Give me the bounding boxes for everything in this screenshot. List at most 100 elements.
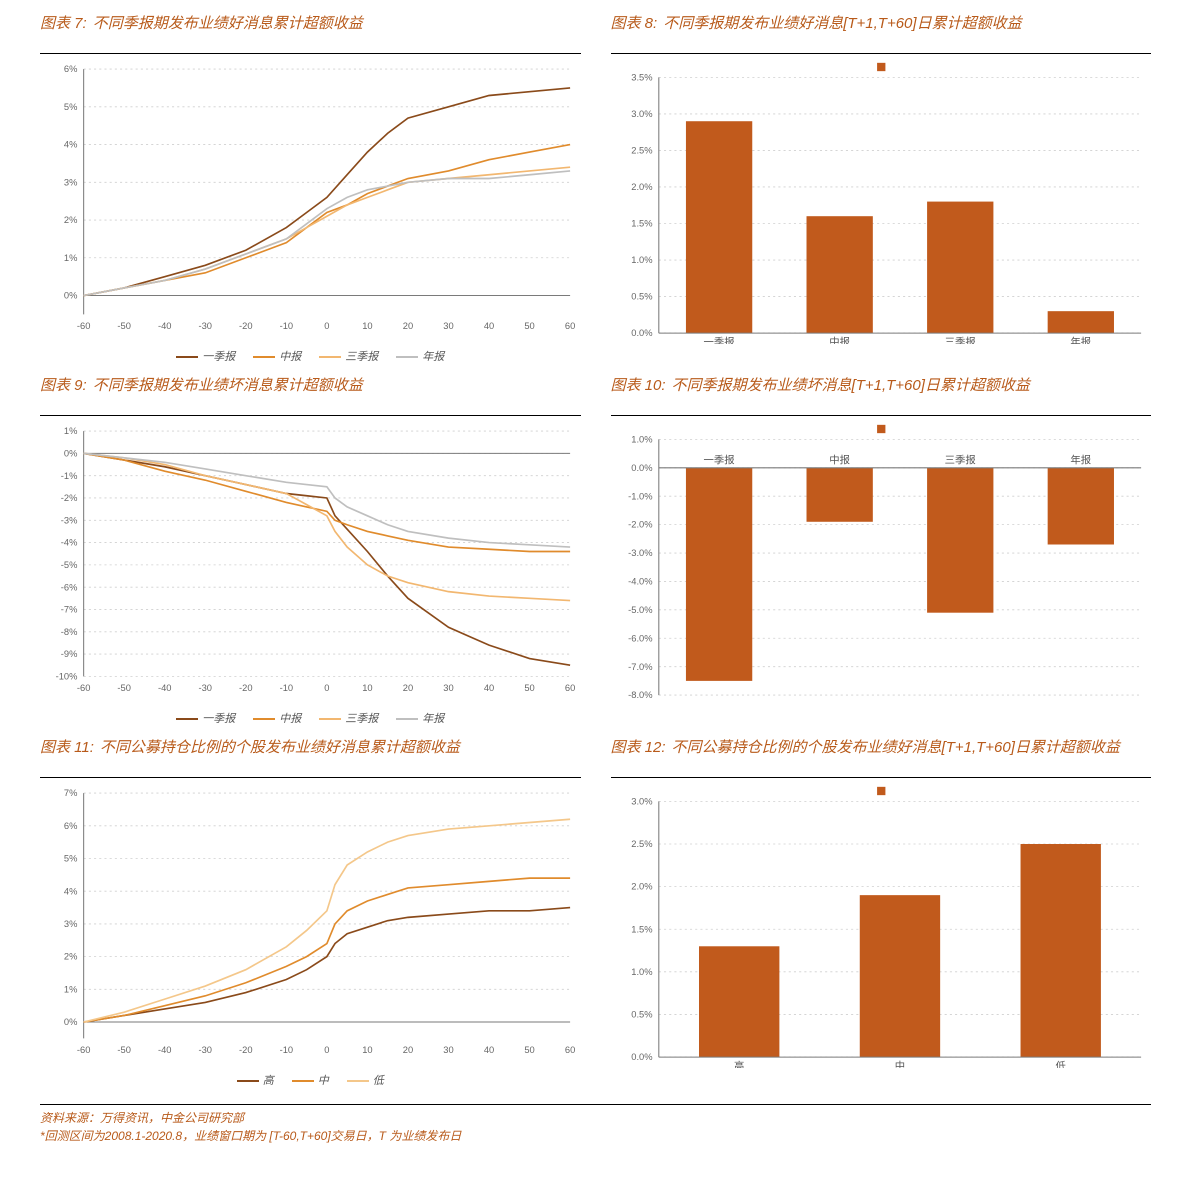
bar xyxy=(699,946,779,1057)
svg-text:-6%: -6% xyxy=(61,582,78,592)
svg-text:1.5%: 1.5% xyxy=(631,924,652,934)
svg-text:40: 40 xyxy=(484,683,494,693)
svg-text:0.5%: 0.5% xyxy=(631,292,652,302)
svg-text:0.5%: 0.5% xyxy=(631,1010,652,1020)
svg-text:一季报: 一季报 xyxy=(703,454,734,467)
plot-area: 0.0%0.5%1.0%1.5%2.0%2.5%3.0%3.5%一季报中报三季报… xyxy=(611,54,1152,344)
chart-grid: 图表 7:不同季报期发布业绩好消息累计超额收益0%1%2%3%4%5%6%-60… xyxy=(40,10,1151,1090)
series-line xyxy=(84,908,570,1022)
plot-area: -10%-9%-8%-7%-6%-5%-4%-3%-2%-1%0%1%-60-5… xyxy=(40,416,581,706)
svg-text:2.5%: 2.5% xyxy=(631,839,652,849)
svg-text:中报: 中报 xyxy=(829,454,850,467)
legend-item: 中 xyxy=(292,1072,329,1088)
svg-text:50: 50 xyxy=(524,321,534,331)
svg-text:-50: -50 xyxy=(117,683,131,693)
svg-text:60: 60 xyxy=(565,1045,575,1055)
svg-text:-8.0%: -8.0% xyxy=(628,690,652,700)
svg-text:2.5%: 2.5% xyxy=(631,146,652,156)
svg-text:-50: -50 xyxy=(117,1045,131,1055)
svg-text:10: 10 xyxy=(362,683,372,693)
svg-text:3%: 3% xyxy=(64,177,78,187)
bar-chart: 0.0%0.5%1.0%1.5%2.0%2.5%3.0%3.5%一季报中报三季报… xyxy=(611,54,1152,344)
line-chart: 0%1%2%3%4%5%6%-60-50-40-30-20-1001020304… xyxy=(40,54,581,344)
footer-note: *回测区间为2008.1-2020.8，业绩窗口期为 [T-60,T+60]交易… xyxy=(40,1127,1151,1145)
svg-text:3%: 3% xyxy=(64,919,78,929)
chart-cell-c11: 图表 11:不同公募持仓比例的个股发布业绩好消息累计超额收益0%1%2%3%4%… xyxy=(40,734,581,1090)
svg-text:-6.0%: -6.0% xyxy=(628,633,652,643)
legend-item: 年报 xyxy=(396,710,444,726)
svg-text:3.5%: 3.5% xyxy=(631,73,652,83)
svg-text:1%: 1% xyxy=(64,253,78,263)
svg-text:-40: -40 xyxy=(158,321,172,331)
svg-text:-3%: -3% xyxy=(61,515,78,525)
svg-text:-1.0%: -1.0% xyxy=(628,491,652,501)
svg-text:-10: -10 xyxy=(280,683,294,693)
legend-item: 中报 xyxy=(253,348,301,364)
footer-block: 资料来源：万得资讯，中金公司研究部 *回测区间为2008.1-2020.8，业绩… xyxy=(40,1104,1151,1145)
svg-text:-60: -60 xyxy=(77,1045,91,1055)
svg-text:1.0%: 1.0% xyxy=(631,435,652,445)
svg-text:30: 30 xyxy=(443,321,453,331)
bar xyxy=(1047,311,1113,333)
legend-item: 三季报 xyxy=(319,710,378,726)
series-line xyxy=(84,453,570,551)
chart-title: 图表 9:不同季报期发布业绩坏消息累计超额收益 xyxy=(40,372,581,416)
line-chart: 0%1%2%3%4%5%6%7%-60-50-40-30-20-10010203… xyxy=(40,778,581,1068)
svg-text:20: 20 xyxy=(403,1045,413,1055)
svg-text:中: 中 xyxy=(894,1060,904,1068)
bar-chart: -8.0%-7.0%-6.0%-5.0%-4.0%-3.0%-2.0%-1.0%… xyxy=(611,416,1152,706)
legend-item: 一季报 xyxy=(176,348,235,364)
plot-area: -8.0%-7.0%-6.0%-5.0%-4.0%-3.0%-2.0%-1.0%… xyxy=(611,416,1152,706)
svg-text:三季报: 三季报 xyxy=(944,454,975,467)
legend-item: 高 xyxy=(237,1072,274,1088)
svg-text:0: 0 xyxy=(324,321,329,331)
svg-text:三季报: 三季报 xyxy=(944,336,975,344)
series-line xyxy=(84,453,570,665)
svg-text:30: 30 xyxy=(443,683,453,693)
chart-cell-c9: 图表 9:不同季报期发布业绩坏消息累计超额收益-10%-9%-8%-7%-6%-… xyxy=(40,372,581,728)
legend: 高中低 xyxy=(40,1068,581,1090)
svg-text:-40: -40 xyxy=(158,1045,172,1055)
svg-text:2%: 2% xyxy=(64,215,78,225)
svg-text:-60: -60 xyxy=(77,321,91,331)
svg-text:4%: 4% xyxy=(64,140,78,150)
svg-text:0%: 0% xyxy=(64,1017,78,1027)
svg-text:5%: 5% xyxy=(64,102,78,112)
svg-text:中报: 中报 xyxy=(829,336,850,344)
chart-cell-c7: 图表 7:不同季报期发布业绩好消息累计超额收益0%1%2%3%4%5%6%-60… xyxy=(40,10,581,366)
svg-text:-10: -10 xyxy=(280,1045,294,1055)
series-line xyxy=(84,819,570,1022)
bar xyxy=(685,121,751,333)
svg-text:-4%: -4% xyxy=(61,538,78,548)
bar xyxy=(859,895,939,1057)
plot-area: 0.0%0.5%1.0%1.5%2.0%2.5%3.0%高中低 xyxy=(611,778,1152,1068)
bar xyxy=(1020,844,1100,1057)
svg-text:0.0%: 0.0% xyxy=(631,1052,652,1062)
svg-text:1.0%: 1.0% xyxy=(631,255,652,265)
footer-source: 资料来源：万得资讯，中金公司研究部 xyxy=(40,1109,1151,1127)
legend: 一季报中报三季报年报 xyxy=(40,344,581,366)
svg-text:1.0%: 1.0% xyxy=(631,967,652,977)
svg-text:-30: -30 xyxy=(199,321,213,331)
series-line xyxy=(84,878,570,1022)
svg-text:60: 60 xyxy=(565,321,575,331)
series-line xyxy=(84,167,570,295)
svg-text:0: 0 xyxy=(324,1045,329,1055)
svg-text:0%: 0% xyxy=(64,291,78,301)
chart-cell-c12: 图表 12:不同公募持仓比例的个股发布业绩好消息[T+1,T+60]日累计超额收… xyxy=(611,734,1152,1090)
svg-text:0%: 0% xyxy=(64,448,78,458)
svg-text:-30: -30 xyxy=(199,683,213,693)
chart-title: 图表 10:不同季报期发布业绩坏消息[T+1,T+60]日累计超额收益 xyxy=(611,372,1152,416)
bar xyxy=(927,468,993,613)
svg-text:-2.0%: -2.0% xyxy=(628,520,652,530)
svg-text:-7.0%: -7.0% xyxy=(628,662,652,672)
svg-text:-20: -20 xyxy=(239,1045,253,1055)
svg-text:20: 20 xyxy=(403,321,413,331)
svg-text:10: 10 xyxy=(362,1045,372,1055)
chart-title: 图表 12:不同公募持仓比例的个股发布业绩好消息[T+1,T+60]日累计超额收… xyxy=(611,734,1152,778)
svg-text:1.5%: 1.5% xyxy=(631,219,652,229)
svg-text:-40: -40 xyxy=(158,683,172,693)
svg-text:1%: 1% xyxy=(64,426,78,436)
svg-text:-4.0%: -4.0% xyxy=(628,577,652,587)
series-line xyxy=(84,88,570,296)
